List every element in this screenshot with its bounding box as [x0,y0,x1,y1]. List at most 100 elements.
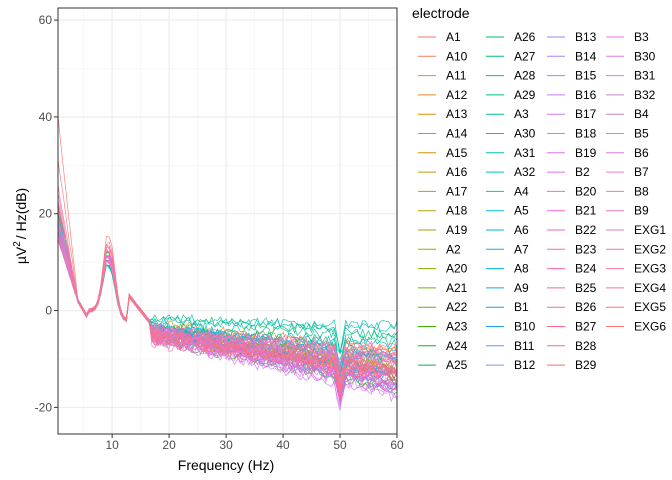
legend-item-A6: A6 [486,223,529,237]
legend-label: B5 [634,127,649,141]
legend-item-A27: A27 [486,49,536,63]
x-tick-label: 30 [219,438,233,452]
legend-item-A19: A19 [418,223,468,237]
legend-item-B21: B21 [547,204,597,218]
legend-item-A29: A29 [486,88,536,102]
legend-label: A9 [514,281,529,295]
legend-item-EXG2: EXG2 [606,242,666,256]
legend-label: B25 [575,281,597,295]
y-tick-label: 0 [45,304,52,318]
x-axis-title: Frequency (Hz) [178,457,274,473]
legend-label: B19 [575,146,597,160]
legend-item-B7: B7 [606,165,649,179]
legend: A1 A10 A11 A12 A13 A14 A15 A16 A17 A18 A19 A2 A20 A21… [418,30,666,372]
legend-label: A6 [514,223,529,237]
legend-label: A22 [446,300,468,314]
legend-label: A29 [514,88,536,102]
legend-item-B17: B17 [547,107,597,121]
legend-item-B26: B26 [547,300,597,314]
legend-label: B11 [514,339,535,353]
legend-label: A28 [514,69,536,83]
legend-label: B24 [575,262,597,276]
legend-label: A13 [446,107,468,121]
y-tick-label: 40 [39,110,53,124]
legend-item-B12: B12 [486,358,536,372]
legend-label: A1 [446,30,461,44]
legend-label: B26 [575,300,597,314]
legend-label: A19 [446,223,468,237]
legend-label: A5 [514,204,529,218]
legend-label: A27 [514,49,536,63]
legend-item-B11: B11 [486,339,535,353]
legend-item-B9: B9 [606,204,649,218]
legend-label: B10 [514,320,536,334]
x-axis: 10 20 30 40 50 60 [105,434,404,452]
legend-label: B3 [634,30,649,44]
x-tick-label: 10 [105,438,119,452]
legend-item-B28: B28 [547,339,597,353]
legend-item-B10: B10 [486,320,536,334]
legend-label: B29 [575,358,597,372]
legend-item-B20: B20 [547,184,597,198]
plot-area [57,7,398,435]
legend-label: A20 [446,262,468,276]
legend-label: A31 [514,146,536,160]
legend-label: A3 [514,107,529,121]
legend-title: electrode [412,5,470,21]
legend-label: A24 [446,339,468,353]
legend-label: B7 [634,165,649,179]
legend-item-B25: B25 [547,281,597,295]
legend-item-A31: A31 [486,146,536,160]
legend-item-A1: A1 [418,30,461,44]
legend-item-B3: B3 [606,30,649,44]
legend-item-A14: A14 [418,127,468,141]
legend-label: EXG4 [634,281,666,295]
legend-item-B4: B4 [606,107,649,121]
legend-item-A28: A28 [486,69,536,83]
y-tick-label: 20 [39,207,53,221]
legend-label: A4 [514,184,529,198]
legend-label: EXG2 [634,242,666,256]
legend-item-A30: A30 [486,127,536,141]
x-tick-label: 60 [390,438,404,452]
legend-label: A14 [446,127,468,141]
legend-label: A2 [446,242,461,256]
legend-item-A10: A10 [418,49,468,63]
legend-label: B23 [575,242,597,256]
legend-label: B17 [575,107,597,121]
legend-label: B18 [575,127,597,141]
legend-item-B30: B30 [606,49,656,63]
legend-label: A25 [446,358,468,372]
legend-label: B14 [575,49,597,63]
legend-item-A21: A21 [418,281,468,295]
legend-item-B5: B5 [606,127,649,141]
legend-item-B19: B19 [547,146,597,160]
legend-item-B29: B29 [547,358,597,372]
legend-item-A17: A17 [418,184,468,198]
legend-label: A11 [446,69,467,83]
legend-label: B31 [634,69,656,83]
legend-label: A18 [446,204,468,218]
legend-item-B2: B2 [547,165,590,179]
legend-label: A23 [446,320,468,334]
legend-item-A23: A23 [418,320,468,334]
legend-item-EXG3: EXG3 [606,262,666,276]
legend-item-A12: A12 [418,88,468,102]
legend-label: B13 [575,30,597,44]
y-axis-title-rest: / Hz(dB) [13,188,29,239]
legend-label: B6 [634,146,649,160]
legend-label: B8 [634,184,649,198]
legend-label: A32 [514,165,536,179]
legend-item-A20: A20 [418,262,468,276]
legend-label: A10 [446,49,468,63]
legend-label: A30 [514,127,536,141]
y-axis: -20 0 20 40 60 [35,13,58,414]
y-axis-title-superscript: 2 [12,241,23,247]
legend-item-B22: B22 [547,223,597,237]
legend-label: B1 [514,300,529,314]
legend-item-B6: B6 [606,146,649,160]
legend-item-B24: B24 [547,262,597,276]
legend-label: EXG6 [634,320,666,334]
legend-label: B9 [634,204,649,218]
